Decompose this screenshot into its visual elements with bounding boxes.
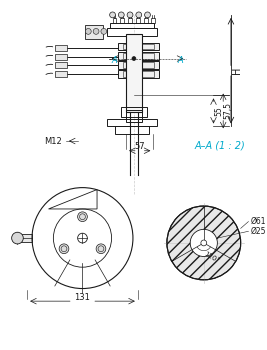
Bar — [123, 62, 154, 68]
Circle shape — [167, 206, 241, 280]
Bar — [144, 18, 147, 23]
Bar — [126, 34, 142, 112]
Circle shape — [78, 212, 87, 222]
Circle shape — [93, 28, 99, 34]
Text: 131: 131 — [74, 293, 91, 302]
Circle shape — [118, 12, 124, 18]
Text: 55: 55 — [215, 106, 224, 116]
Bar — [128, 18, 132, 23]
Bar — [118, 52, 159, 60]
Bar — [55, 45, 67, 51]
Text: M12: M12 — [45, 136, 62, 146]
Text: A: A — [112, 56, 117, 65]
Bar — [118, 43, 159, 50]
Bar — [123, 43, 154, 49]
Text: 57,5: 57,5 — [223, 103, 233, 119]
Circle shape — [136, 12, 142, 18]
Bar — [85, 25, 103, 39]
Bar — [118, 70, 159, 78]
Bar — [55, 62, 67, 68]
Bar — [136, 18, 140, 23]
Bar — [123, 71, 154, 77]
Circle shape — [190, 229, 217, 257]
Text: Ø25: Ø25 — [250, 227, 266, 236]
Text: H: H — [232, 66, 242, 74]
Bar — [110, 23, 154, 28]
Bar — [107, 28, 157, 36]
Circle shape — [110, 12, 116, 18]
Bar — [123, 53, 154, 58]
Bar — [15, 234, 32, 242]
Bar — [55, 54, 67, 60]
Text: A: A — [178, 56, 183, 65]
Bar — [120, 18, 124, 23]
Bar — [55, 71, 67, 77]
Bar — [126, 110, 142, 122]
Circle shape — [85, 28, 91, 34]
Text: A–A (1 : 2): A–A (1 : 2) — [194, 141, 245, 151]
Circle shape — [101, 28, 107, 34]
Circle shape — [96, 244, 106, 254]
Circle shape — [127, 12, 133, 18]
Bar — [113, 18, 116, 23]
Text: 57: 57 — [134, 142, 145, 151]
Circle shape — [132, 57, 136, 61]
Circle shape — [59, 244, 69, 254]
Text: Ø61: Ø61 — [250, 217, 266, 226]
Text: 120°: 120° — [203, 251, 220, 264]
Bar — [107, 119, 157, 126]
Bar — [151, 18, 155, 23]
Circle shape — [12, 232, 23, 244]
Circle shape — [201, 240, 207, 246]
Bar — [121, 107, 147, 117]
Bar — [115, 126, 150, 134]
Bar — [118, 61, 159, 69]
Circle shape — [145, 12, 150, 18]
